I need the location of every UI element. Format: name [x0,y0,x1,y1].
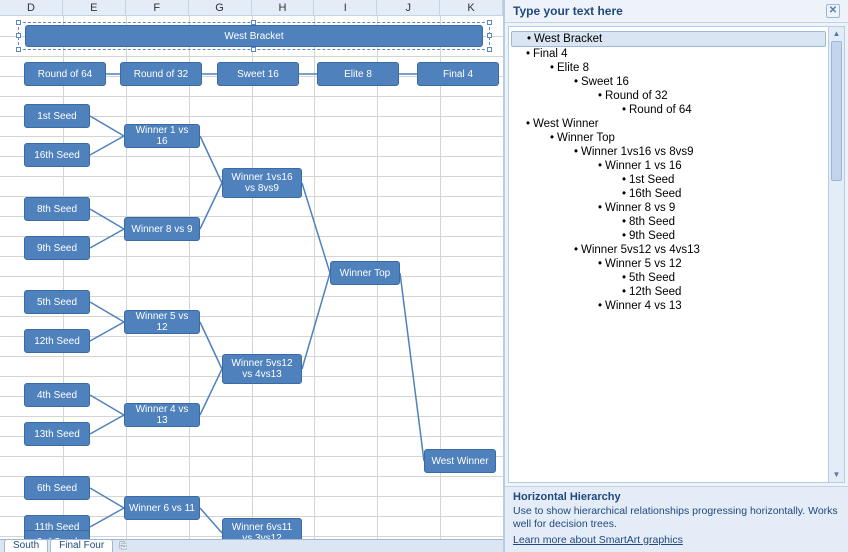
title-node[interactable]: West Bracket [25,25,483,47]
learn-more-link[interactable]: Learn more about SmartArt graphics [513,534,683,546]
resize-handle[interactable] [16,20,21,25]
tree-item[interactable]: •16th Seed [511,187,826,201]
seed-node[interactable]: 6th Seed [24,476,90,500]
seed-node[interactable]: 9th Seed [24,236,90,260]
column-headers: DEFGHIJK [0,0,503,16]
round-header[interactable]: Round of 64 [24,62,106,86]
tree-item[interactable]: •Final 4 [511,47,826,61]
sheet-tab-finalfour[interactable]: Final Four [50,539,113,552]
round-header[interactable]: Elite 8 [317,62,399,86]
scroll-down-icon[interactable]: ▼ [829,468,844,482]
footer-desc: Use to show hierarchical relationships p… [513,505,840,531]
r32-node[interactable]: Winner 6 vs 11 [124,496,200,520]
r32-node[interactable]: Winner 5 vs 12 [124,310,200,334]
spreadsheet-canvas[interactable]: DEFGHIJK West Bracket Round of 64 Round o… [0,0,503,552]
tree-item[interactable]: •Winner 5 vs 12 [511,257,826,271]
resize-handle[interactable] [251,47,256,52]
r4-node[interactable]: West Winner [424,449,496,473]
scrollbar[interactable]: ▲ ▼ [829,26,845,483]
tree-item[interactable]: •5th Seed [511,271,826,285]
pane-footer: Horizontal Hierarchy Use to show hierarc… [505,486,848,552]
tree-item[interactable]: •Winner 8 vs 9 [511,201,826,215]
tree-item[interactable]: •Winner 5vs12 vs 4vs13 [511,243,826,257]
resize-handle[interactable] [487,33,492,38]
scroll-up-icon[interactable]: ▲ [829,27,844,41]
sheet-tab-south[interactable]: South [4,539,48,552]
col-header[interactable]: J [377,0,440,16]
r32-node[interactable]: Winner 8 vs 9 [124,217,200,241]
tree-item[interactable]: •12th Seed [511,285,826,299]
round-header[interactable]: Sweet 16 [217,62,299,86]
tree-item[interactable]: •1st Seed [511,173,826,187]
r16-node[interactable]: Winner 5vs12 vs 4vs13 [222,354,302,384]
col-header[interactable]: H [252,0,315,16]
sheet-tabs: South Final Four ⎘ [0,539,503,552]
seed-node[interactable]: 16th Seed [24,143,90,167]
r32-node[interactable]: Winner 4 vs 13 [124,403,200,427]
resize-handle[interactable] [16,33,21,38]
tree-item[interactable]: •Sweet 16 [511,75,826,89]
resize-handle[interactable] [16,47,21,52]
col-header[interactable]: I [314,0,377,16]
scroll-thumb[interactable] [831,41,842,181]
r16-node[interactable]: Winner 1vs16 vs 8vs9 [222,168,302,198]
seed-node[interactable]: 4th Seed [24,383,90,407]
pane-title: Type your text here [513,4,623,18]
seed-node[interactable]: 8th Seed [24,197,90,221]
tree-item[interactable]: •Winner 1vs16 vs 8vs9 [511,145,826,159]
col-header[interactable]: F [126,0,189,16]
r32-node[interactable]: Winner 1 vs 16 [124,124,200,148]
tree-item[interactable]: •Winner 4 vs 13 [511,299,826,313]
tree-item[interactable]: •Winner Top [511,131,826,145]
resize-handle[interactable] [487,20,492,25]
col-header[interactable]: K [440,0,503,16]
tree-item[interactable]: •West Winner [511,117,826,131]
tree-item[interactable]: •Round of 64 [511,103,826,117]
resize-handle[interactable] [487,47,492,52]
tree-item[interactable]: •9th Seed [511,229,826,243]
col-header[interactable]: D [0,0,63,16]
round-header[interactable]: Final 4 [417,62,499,86]
r8-node[interactable]: Winner Top [330,261,400,285]
tree-item[interactable]: •Round of 32 [511,89,826,103]
col-header[interactable]: G [189,0,252,16]
add-sheet-icon[interactable]: ⎘ [119,541,127,552]
col-header[interactable]: E [63,0,126,16]
hierarchy-list[interactable]: •West Bracket•Final 4•Elite 8•Sweet 16•R… [508,26,829,483]
smartart-selection[interactable]: West Bracket [18,22,490,50]
footer-title: Horizontal Hierarchy [513,491,840,503]
tree-item[interactable]: •8th Seed [511,215,826,229]
text-pane: Type your text here ✕ •West Bracket•Fina… [503,0,848,552]
seed-node[interactable]: 5th Seed [24,290,90,314]
tree-item[interactable]: •Elite 8 [511,61,826,75]
seed-node[interactable]: 1st Seed [24,104,90,128]
seed-node[interactable]: 13th Seed [24,422,90,446]
tree-item[interactable]: •Winner 1 vs 16 [511,159,826,173]
round-header[interactable]: Round of 32 [120,62,202,86]
tree-item[interactable]: •West Bracket [511,31,826,47]
seed-node[interactable]: 12th Seed [24,329,90,353]
close-icon[interactable]: ✕ [826,4,840,18]
